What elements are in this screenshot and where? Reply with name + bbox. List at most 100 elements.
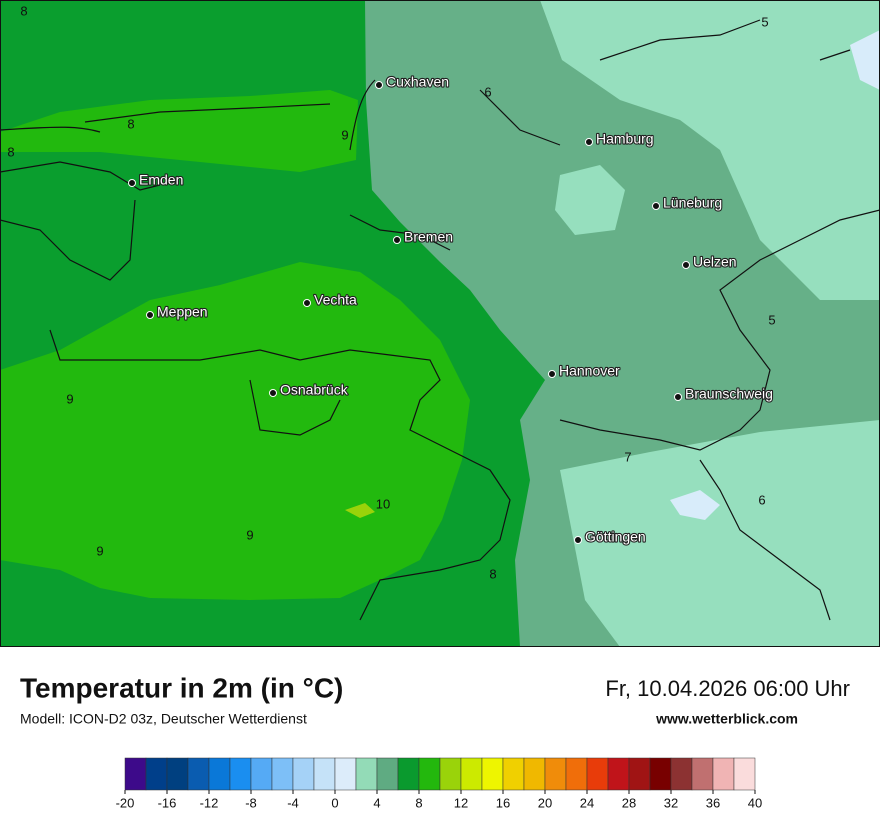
colorbar-tick-label: -4 xyxy=(287,795,299,810)
colorbar-tick-label: 28 xyxy=(622,795,636,810)
contour-label: 8 xyxy=(20,3,27,18)
city-marker xyxy=(574,536,582,544)
temperature-area xyxy=(0,90,358,172)
colorbar-box xyxy=(670,757,693,791)
city-marker xyxy=(303,299,311,307)
colorbar-box xyxy=(313,757,336,791)
city-label: Lüneburg xyxy=(663,195,722,211)
contour-label: 9 xyxy=(341,127,348,142)
title: Temperatur in 2m (in °C) xyxy=(20,672,343,703)
colorbar-box xyxy=(334,757,357,791)
colorbar-box xyxy=(502,757,525,791)
city-marker xyxy=(682,261,690,269)
city-marker xyxy=(585,138,593,146)
colorbar-tick-label: 40 xyxy=(748,795,762,810)
contour-label: 8 xyxy=(127,116,134,131)
website: www.wetterblick.com xyxy=(655,711,798,727)
contour-label: 6 xyxy=(758,492,765,507)
contour-label: 9 xyxy=(66,391,73,406)
colorbar-tick-label: 32 xyxy=(664,795,678,810)
contour-label: 10 xyxy=(376,496,390,511)
contour-label: 5 xyxy=(768,312,775,327)
city-marker xyxy=(146,311,154,319)
colorbar-box xyxy=(166,757,189,791)
colorbar-box xyxy=(460,757,483,791)
city-label: Göttingen xyxy=(585,529,646,545)
colorbar-box xyxy=(712,757,735,791)
city-label: Bremen xyxy=(404,229,453,245)
city-marker xyxy=(674,393,682,401)
colorbar-tick-label: 4 xyxy=(373,795,380,810)
contour-label: 5 xyxy=(761,14,768,29)
city-marker xyxy=(548,370,556,378)
colorbar-tick-label: -16 xyxy=(158,795,177,810)
city-label: Hamburg xyxy=(596,131,654,147)
contour-label: 8 xyxy=(7,144,14,159)
colorbar-tick-label: 24 xyxy=(580,795,594,810)
city-label: Hannover xyxy=(559,363,620,379)
city-label: Braunschweig xyxy=(685,386,773,402)
colorbar-box xyxy=(691,757,714,791)
temperature-area xyxy=(850,30,880,90)
colorbar-box xyxy=(586,757,609,791)
city-label: Osnabrück xyxy=(280,382,349,398)
colorbar-box xyxy=(418,757,441,791)
city-label: Cuxhaven xyxy=(386,74,449,90)
colorbar-box xyxy=(565,757,588,791)
temperature-area xyxy=(540,0,880,300)
colorbar-box xyxy=(271,757,294,791)
colorbar-box xyxy=(628,757,651,791)
colorbar-box xyxy=(523,757,546,791)
map: Cuxhaven Hamburg Emden Lüneburg Bremen Uelzen… xyxy=(0,0,880,647)
colorbar-box xyxy=(187,757,210,791)
city-label: Vechta xyxy=(314,292,357,308)
temperature-area xyxy=(555,165,625,235)
contour-label: 6 xyxy=(484,84,491,99)
city-marker xyxy=(375,81,383,89)
colorbar-tick-label: -20 xyxy=(116,795,135,810)
colorbar-tick-label: 0 xyxy=(331,795,338,810)
coastline xyxy=(0,19,851,191)
city-marker xyxy=(269,389,277,397)
subtitle: Modell: ICON-D2 03z, Deutscher Wetterdie… xyxy=(20,711,307,727)
temperature-area xyxy=(560,420,880,647)
city-label: Uelzen xyxy=(693,254,737,270)
colorbar-box xyxy=(481,757,504,791)
contour-label: 9 xyxy=(96,543,103,558)
colorbar-box xyxy=(250,757,273,791)
colorbar-box xyxy=(733,757,756,791)
colorbar-box xyxy=(229,757,252,791)
city-label: Meppen xyxy=(157,304,208,320)
temperature-area xyxy=(670,490,720,520)
colorbar-box xyxy=(544,757,567,791)
state-border xyxy=(0,199,511,621)
colorbar-box xyxy=(439,757,462,791)
colorbar-tick-label: -12 xyxy=(200,795,219,810)
valid-time: Fr, 10.04.2026 06:00 Uhr xyxy=(605,676,850,701)
colorbar-tick-label: 16 xyxy=(496,795,510,810)
colorbar-box xyxy=(292,757,315,791)
colorbar-tick-label: -8 xyxy=(245,795,257,810)
temperature-area xyxy=(345,503,375,518)
contour-label: 7 xyxy=(624,449,631,464)
contour-label: 8 xyxy=(489,566,496,581)
colorbar-box xyxy=(376,757,399,791)
city-label: Emden xyxy=(139,172,183,188)
colorbar-box xyxy=(649,757,672,791)
colorbar-box xyxy=(124,757,147,791)
colorbar-box xyxy=(607,757,630,791)
colorbar-box xyxy=(208,757,231,791)
colorbar-tick-label: 12 xyxy=(454,795,468,810)
contour-label: 9 xyxy=(246,527,253,542)
colorbar-box xyxy=(145,757,168,791)
temperature-area xyxy=(0,262,470,600)
city-marker xyxy=(128,179,136,187)
colorbar-tick-label: 8 xyxy=(415,795,422,810)
colorbar-tick-label: 36 xyxy=(706,795,720,810)
colorbar-box xyxy=(355,757,378,791)
city-marker xyxy=(393,236,401,244)
state-border xyxy=(249,209,880,621)
colorbar-tick-label: 20 xyxy=(538,795,552,810)
colorbar-box xyxy=(397,757,420,791)
